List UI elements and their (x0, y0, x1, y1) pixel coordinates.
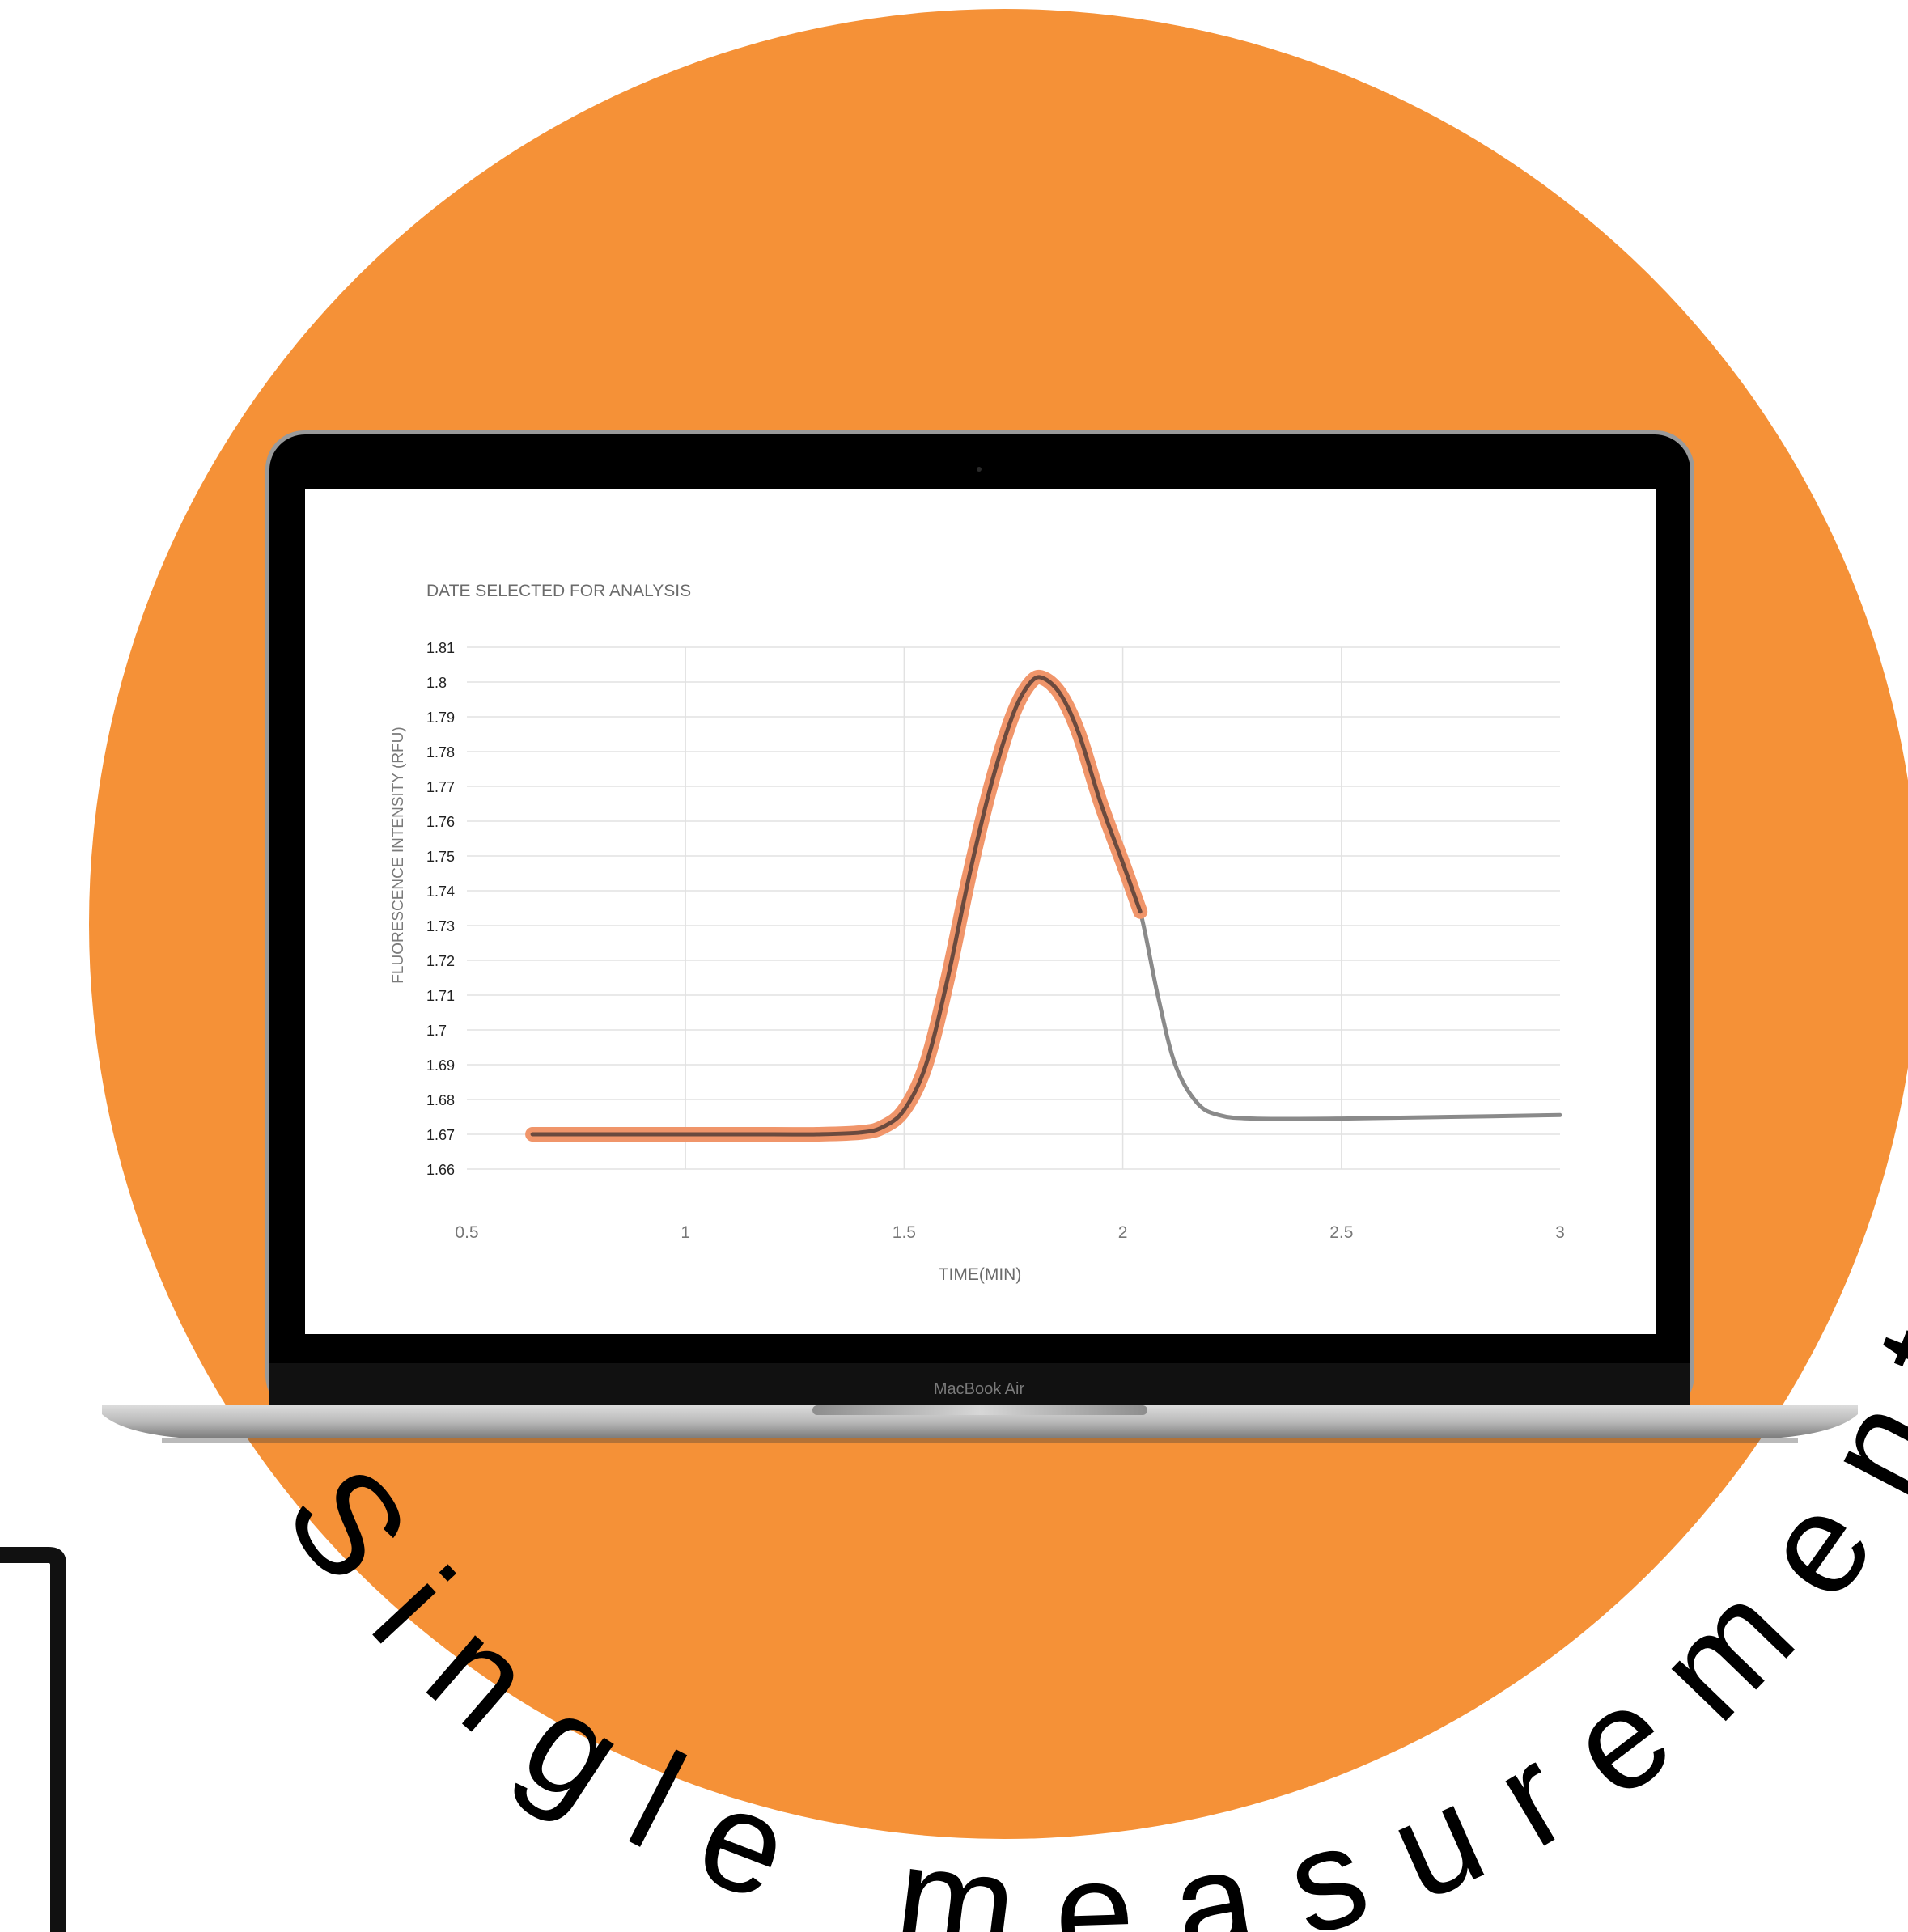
chart-title: DATE SELECTED FOR ANALYSIS (426, 582, 691, 600)
laptop-base-shadow (162, 1438, 1798, 1443)
y-tick-label: 1.75 (426, 849, 455, 865)
x-tick-label: 3 (1555, 1223, 1565, 1242)
laptop-hinge-notch (812, 1405, 1147, 1415)
laptop-base (102, 1405, 1858, 1438)
y-tick-label: 1.8 (426, 675, 447, 691)
y-tick-label: 1.72 (426, 953, 455, 969)
y-tick-label: 1.77 (426, 779, 455, 795)
y-tick-label: 1.68 (426, 1092, 455, 1108)
x-gridlines (685, 647, 1342, 1169)
series-layer (525, 669, 1562, 1142)
y-tick-label: 1.69 (426, 1057, 455, 1074)
y-tick-labels: 1.81 1.8 1.79 1.78 1.77 1.76 1.75 1.74 1.73 1.72 1… (426, 640, 455, 1178)
y-axis-label: FLUORESCENCE INTENSITY (RFU) (390, 727, 407, 983)
laptop-screen (305, 489, 1656, 1334)
x-tick-label: 0.5 (455, 1223, 478, 1242)
x-tick-label: 1.5 (893, 1223, 916, 1242)
device-label: MacBook Air (934, 1380, 1025, 1398)
y-tick-label: 1.81 (426, 640, 455, 656)
partial-device-frame (0, 1547, 66, 1932)
y-tick-label: 1.73 (426, 918, 455, 934)
camera-icon (977, 467, 982, 472)
x-tick-labels: 0.5 1 1.5 2 2.5 3 (455, 1223, 1564, 1242)
y-tick-label: 1.79 (426, 710, 455, 726)
y-tick-label: 1.71 (426, 988, 455, 1004)
chart: DATE SELECTED FOR ANALYSIS 1.811.81.791.… (390, 582, 1565, 1284)
x-tick-label: 1 (681, 1223, 690, 1242)
laptop-bottom-bezel (269, 1363, 1690, 1410)
y-tick-label: 1.66 (426, 1162, 455, 1178)
y-tick-label: 1.78 (426, 744, 455, 761)
y-tick-label: 1.74 (426, 883, 455, 900)
y-tick-label: 1.7 (426, 1023, 447, 1039)
y-tick-label: 1.67 (426, 1127, 455, 1143)
x-tick-label: 2 (1118, 1223, 1128, 1242)
x-tick-label: 2.5 (1329, 1223, 1353, 1242)
y-tick-label: 1.76 (426, 814, 455, 830)
selected-range-line (530, 675, 1143, 1137)
x-axis-label: TIME(MIN) (939, 1265, 1022, 1284)
